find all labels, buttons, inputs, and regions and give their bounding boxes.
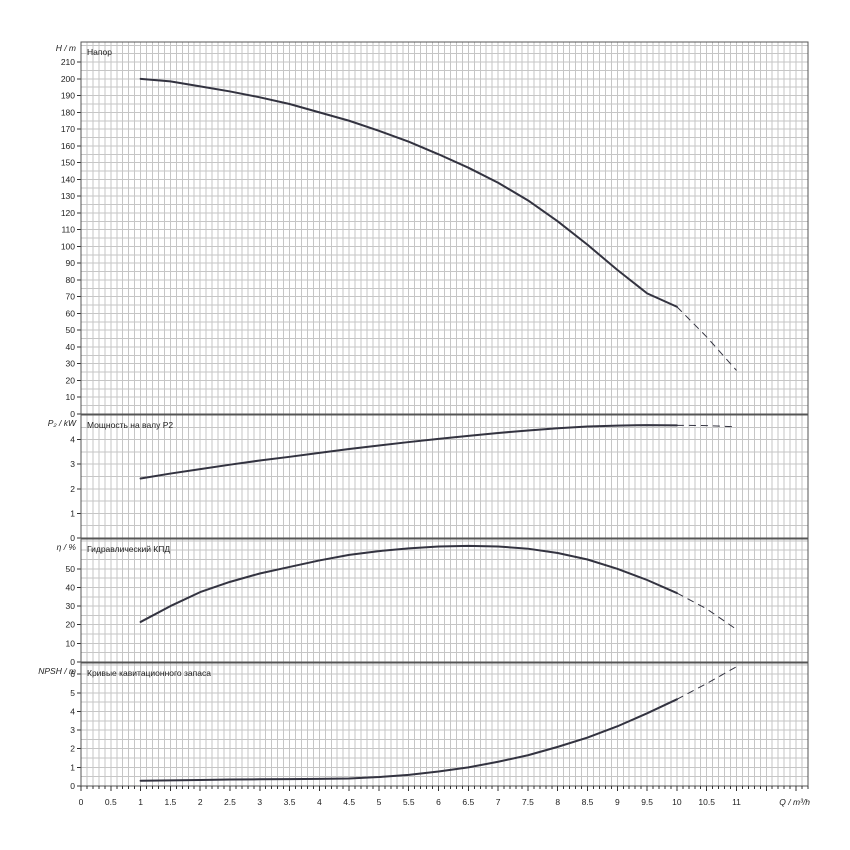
x-tick-label: 7 <box>496 797 501 807</box>
curve-extrapolated-power <box>676 424 737 428</box>
y-tick-label-head: 150 <box>61 158 75 168</box>
y-tick-label-head: 40 <box>66 342 76 352</box>
y-tick-label-power: 0 <box>70 533 75 543</box>
y-tick-label-head: 50 <box>66 325 76 335</box>
x-tick-label: 9.5 <box>641 797 653 807</box>
panel-frame-head <box>80 41 809 415</box>
x-tick-label: 11 <box>732 797 741 807</box>
curve-power <box>139 424 678 480</box>
y-tick-label-head: 70 <box>66 292 76 302</box>
labels: Напор Мощность на валу P2 Гидравлический… <box>38 43 810 807</box>
y-tick-label-head: 140 <box>61 174 75 184</box>
y-tick-label-head: 190 <box>61 91 75 101</box>
x-axis-label: Q / m³/h <box>779 797 810 807</box>
x-tick-label: 6.5 <box>462 797 474 807</box>
y-axis-label-head: H / m <box>56 43 76 53</box>
y-tick-label-head: 80 <box>66 275 76 285</box>
y-tick-label-head: 180 <box>61 107 75 117</box>
y-tick-label-npsh: 2 <box>70 744 75 754</box>
panel-title-power: Мощность на валу P2 <box>87 420 173 430</box>
y-tick-label-head: 60 <box>66 308 76 318</box>
y-tick-label-npsh: 1 <box>70 762 75 772</box>
y-tick-label-head: 210 <box>61 57 75 67</box>
y-tick-label-head: 120 <box>61 208 75 218</box>
x-tick-label: 8 <box>555 797 560 807</box>
y-tick-label-head: 90 <box>66 258 76 268</box>
x-tick-label: 5.5 <box>403 797 415 807</box>
x-tick-label: 6 <box>436 797 441 807</box>
panel-title-efficiency: Гидравлический КПД <box>87 544 170 554</box>
y-tick-label-head: 30 <box>66 359 76 369</box>
x-tick-label: 4.5 <box>343 797 355 807</box>
y-tick-label-power: 4 <box>70 435 75 445</box>
x-tick-label: 8.5 <box>582 797 594 807</box>
y-tick-label-npsh: 4 <box>70 706 75 716</box>
panel-frame-power <box>80 414 809 539</box>
curve-head <box>139 77 678 308</box>
panel-title-head: Напор <box>87 47 112 57</box>
x-tick-label: 1 <box>138 797 143 807</box>
x-tick-label: 9 <box>615 797 620 807</box>
x-tick-label: 10.5 <box>698 797 715 807</box>
y-tick-label-head: 100 <box>61 241 75 251</box>
grid <box>81 42 808 786</box>
y-tick-label-efficiency: 20 <box>66 620 76 630</box>
y-tick-label-efficiency: 30 <box>66 601 76 611</box>
x-tick-label: 0.5 <box>105 797 117 807</box>
y-tick-label-power: 3 <box>70 459 75 469</box>
y-tick-label-power: 2 <box>70 484 75 494</box>
y-axis-label-npsh: NPSH / m <box>38 666 76 676</box>
x-tick-label: 4 <box>317 797 322 807</box>
curve-efficiency <box>139 544 678 623</box>
y-tick-label-head: 200 <box>61 74 75 84</box>
y-tick-label-npsh: 0 <box>70 781 75 791</box>
frames <box>77 41 809 791</box>
y-tick-label-head: 20 <box>66 375 76 385</box>
panel-frame-efficiency <box>80 538 809 663</box>
panel-title-npsh: Кривые кавитационного запаса <box>87 668 211 678</box>
x-tick-label: 7.5 <box>522 797 534 807</box>
y-tick-label-efficiency: 50 <box>66 564 76 574</box>
y-tick-label-head: 110 <box>61 225 75 235</box>
x-tick-label: 2 <box>198 797 203 807</box>
y-tick-label-head: 130 <box>61 191 75 201</box>
y-axis-label-efficiency: η / % <box>57 542 77 552</box>
y-tick-label-head: 160 <box>61 141 75 151</box>
y-tick-label-npsh: 6 <box>70 669 75 679</box>
curve-extrapolated-head <box>676 306 737 371</box>
x-tick-label: 5 <box>377 797 382 807</box>
curve-npsh <box>139 698 678 782</box>
y-tick-label-efficiency: 0 <box>70 657 75 667</box>
y-axis-label-power: P₂ / kW <box>48 418 77 428</box>
x-tick-label: 3.5 <box>284 797 296 807</box>
y-tick-label-head: 170 <box>61 124 75 134</box>
y-tick-label-head: 0 <box>70 409 75 419</box>
x-tick-label: 10 <box>672 797 682 807</box>
y-tick-label-efficiency: 40 <box>66 582 76 592</box>
x-tick-label: 0 <box>79 797 84 807</box>
y-tick-label-efficiency: 10 <box>66 638 76 648</box>
y-tick-label-npsh: 3 <box>70 725 75 735</box>
y-tick-label-npsh: 5 <box>70 688 75 698</box>
x-tick-label: 3 <box>257 797 262 807</box>
y-tick-label-power: 1 <box>70 508 75 518</box>
x-tick-label: 2.5 <box>224 797 236 807</box>
curves <box>139 77 737 782</box>
x-tick-label: 1.5 <box>164 797 176 807</box>
y-tick-label-head: 10 <box>66 392 76 402</box>
